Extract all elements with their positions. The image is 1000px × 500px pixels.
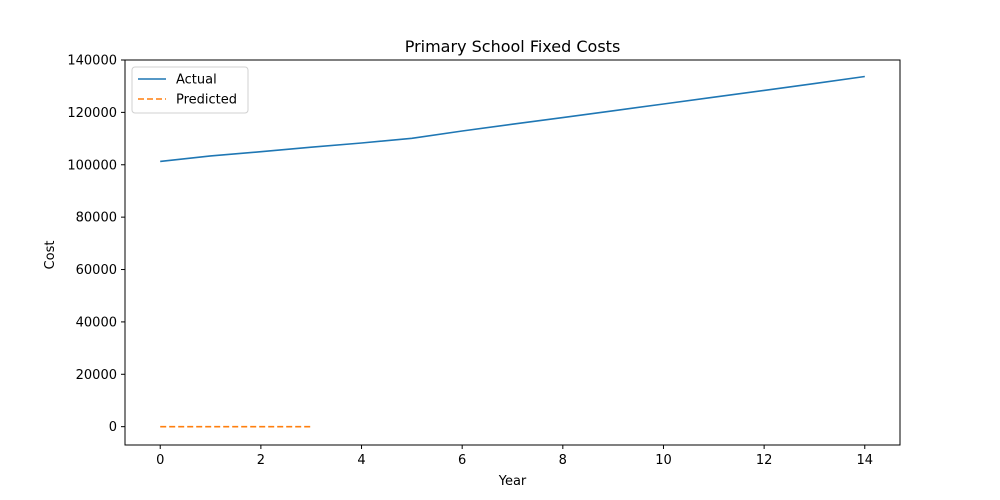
- x-tick-label: 10: [655, 453, 672, 468]
- y-tick-label: 80000: [76, 211, 117, 226]
- x-tick-label: 14: [856, 453, 873, 468]
- x-tick-label: 2: [257, 453, 265, 468]
- series-layer: [160, 75, 865, 428]
- y-tick-label: 100000: [67, 158, 117, 173]
- x-axis-label: Year: [498, 474, 527, 489]
- x-tick-label: 12: [756, 453, 773, 468]
- x-tick-label: 0: [156, 453, 164, 468]
- y-tick-label: 120000: [67, 106, 117, 121]
- plot-frame: [124, 59, 901, 446]
- y-tick-label: 20000: [76, 368, 117, 383]
- x-axis-ticks: 0 2 4 6 8 10 12 14: [156, 445, 873, 468]
- y-tick-label: 140000: [67, 54, 117, 69]
- x-tick-label: 6: [458, 453, 466, 468]
- y-tick-label: 0: [109, 420, 117, 435]
- chart-title: Primary School Fixed Costs: [405, 37, 621, 56]
- plot-area: [124, 59, 901, 446]
- y-tick-label: 40000: [76, 315, 117, 330]
- y-axis-ticks: 0 20000 40000 60000 80000 100000 120000 140000: [67, 54, 125, 435]
- legend-label-actual: Actual: [176, 73, 217, 88]
- legend: Actual Predicted: [131, 66, 249, 114]
- x-tick-label: 8: [559, 453, 567, 468]
- series-line-actual: [160, 75, 865, 163]
- x-tick-label: 4: [357, 453, 365, 468]
- y-tick-label: 60000: [76, 263, 117, 278]
- y-axis-label: Cost: [43, 241, 58, 270]
- legend-label-predicted: Predicted: [176, 93, 237, 108]
